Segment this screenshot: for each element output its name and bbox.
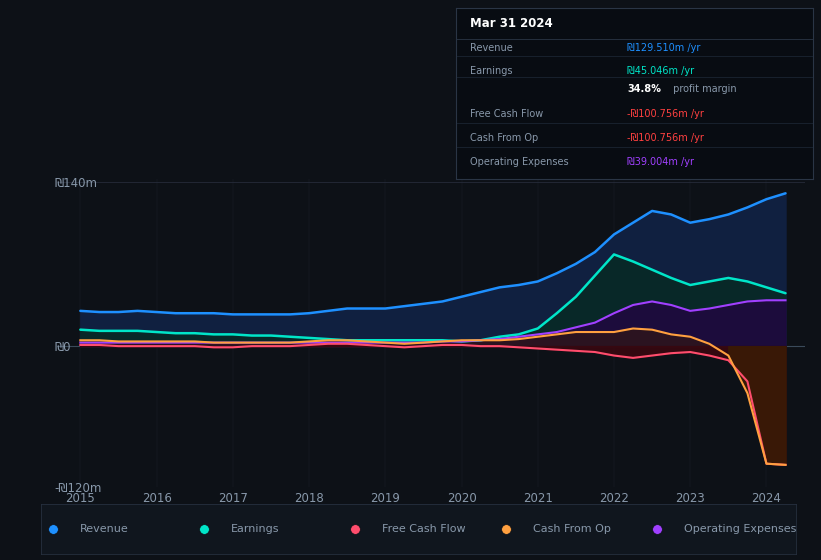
Text: Cash From Op: Cash From Op (470, 133, 539, 143)
Text: Free Cash Flow: Free Cash Flow (470, 109, 544, 119)
Text: Revenue: Revenue (470, 43, 512, 53)
Text: Revenue: Revenue (80, 524, 128, 534)
Text: Operating Expenses: Operating Expenses (684, 524, 796, 534)
Text: -₪100.756m /yr: -₪100.756m /yr (627, 109, 704, 119)
Text: Cash From Op: Cash From Op (533, 524, 611, 534)
Text: profit margin: profit margin (670, 85, 736, 95)
Text: Operating Expenses: Operating Expenses (470, 157, 569, 167)
Text: ₪39.004m /yr: ₪39.004m /yr (627, 157, 694, 167)
Text: -₪100.756m /yr: -₪100.756m /yr (627, 133, 704, 143)
Text: ₪129.510m /yr: ₪129.510m /yr (627, 43, 700, 53)
Text: ₪45.046m /yr: ₪45.046m /yr (627, 67, 695, 77)
Text: Mar 31 2024: Mar 31 2024 (470, 17, 553, 30)
Text: Earnings: Earnings (231, 524, 279, 534)
Text: Earnings: Earnings (470, 67, 512, 77)
Text: 34.8%: 34.8% (627, 85, 661, 95)
Text: Free Cash Flow: Free Cash Flow (382, 524, 466, 534)
